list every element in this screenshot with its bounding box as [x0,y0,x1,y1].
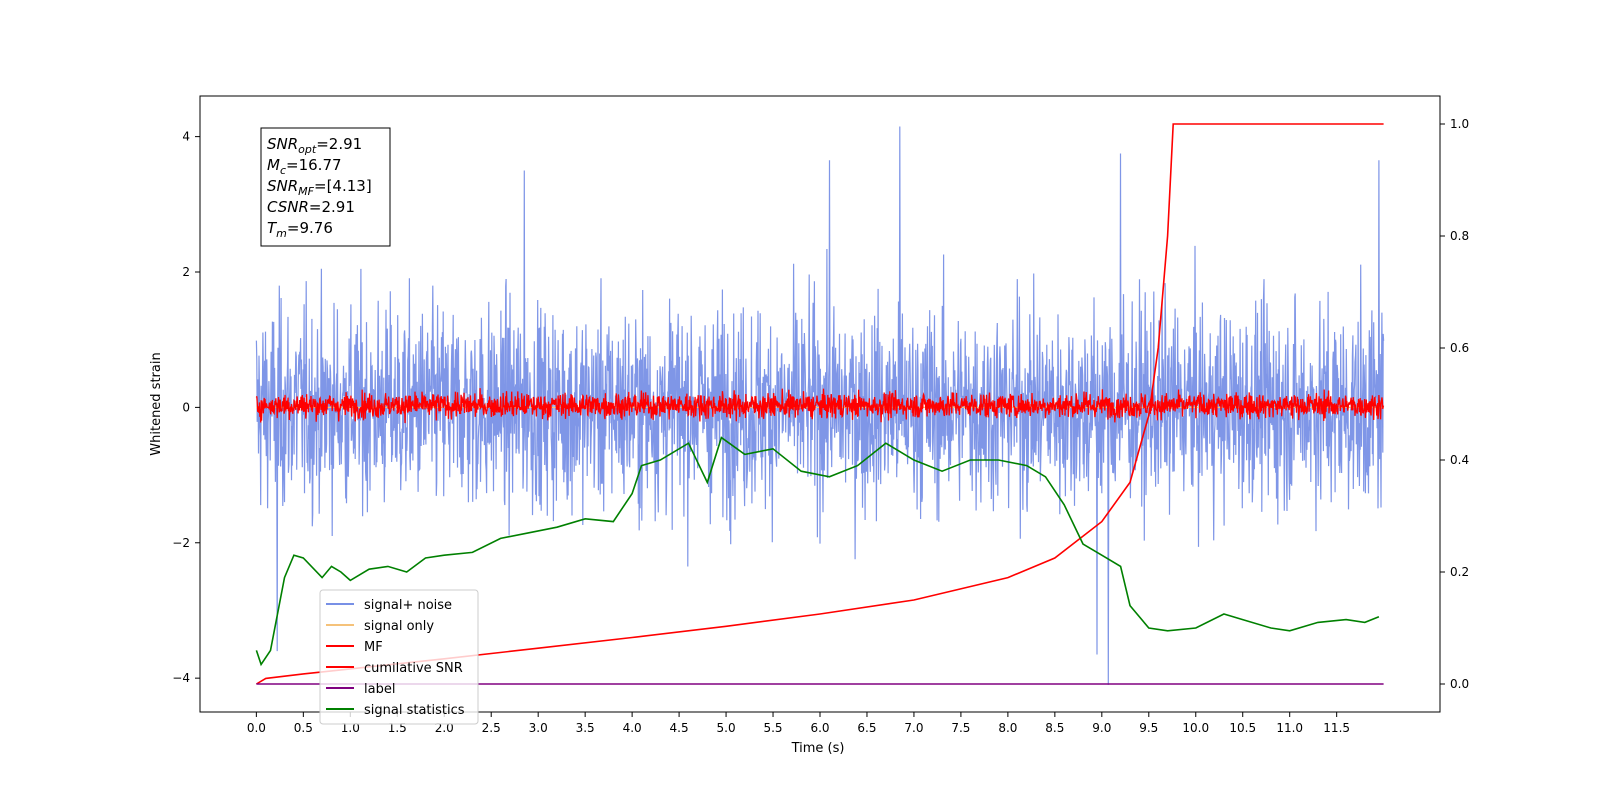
annotation-box-frame [260,127,391,247]
y-tick-label: −2 [172,536,190,550]
x-tick-label: 10.0 [1182,721,1209,735]
x-tick-label: 4.5 [670,721,689,735]
y-tick-label-right: 0.0 [1450,677,1469,691]
annotation-line: CSNR=2.91 [267,198,355,216]
annotation-line: SNRMF=[4.13] [267,177,372,198]
series-mf-line [255,388,1385,424]
annotation-line: Tm=9.76 [267,219,333,240]
x-tick-label: 11.0 [1276,721,1303,735]
y-tick-label: 2 [182,265,190,279]
x-tick-label: 8.0 [998,721,1017,735]
y-tick-label-right: 0.2 [1450,565,1469,579]
y-tick-label-right: 0.6 [1450,341,1469,355]
y-tick-label-right: 0.8 [1450,229,1469,243]
x-tick-label: 3.5 [576,721,595,735]
legend-label: signal only [364,619,434,634]
legend-label: cumilative SNR [364,661,463,676]
y-tick-label: 0 [182,400,190,414]
x-tick-label: 6.5 [857,721,876,735]
x-tick-label: 8.5 [1045,721,1064,735]
series-signal-statistics-line [255,436,1380,667]
x-tick-label: 7.5 [951,721,970,735]
x-tick-label: 5.0 [717,721,736,735]
legend-label: signal statistics [364,703,465,718]
legend-label: label [364,682,395,697]
x-tick-label: 7.0 [904,721,923,735]
x-tick-label: 6.0 [810,721,829,735]
x-tick-label: 9.5 [1139,721,1158,735]
annotation-line: SNRopt=2.91 [267,135,362,156]
annotation-box: SNRopt=2.91Mc=16.77SNRMF=[4.13]CSNR=2.91… [260,127,391,247]
y-axis-label: Whitened strain [149,352,164,455]
y-tick-label: 4 [182,130,190,144]
x-tick-label: 4.0 [623,721,642,735]
annotation-line: Mc=16.77 [267,156,342,177]
x-tick-label: 11.5 [1323,721,1350,735]
y-tick-label-right: 0.4 [1450,453,1469,467]
y-tick-label-right: 1.0 [1450,117,1469,131]
y-tick-label: −4 [172,671,190,685]
y-axis-left: −4 −2 0 2 4 [172,130,200,685]
x-tick-label: 2.5 [482,721,501,735]
x-tick-label: 3.0 [529,721,548,735]
legend-label: MF [364,640,383,655]
legend: signal+ noise signal only MF cumilative SNR… [319,589,479,725]
x-tick-label: 10.5 [1229,721,1256,735]
legend-label: signal+ noise [364,598,452,613]
x-tick-label: 0.5 [294,721,313,735]
legend-frame [319,589,479,725]
x-axis-label: Time (s) [791,741,845,756]
y-axis-right: 0.0 0.2 0.4 0.6 0.8 1.0 [1440,117,1469,691]
x-tick-label: 0.0 [247,721,266,735]
x-tick-label: 5.5 [763,721,782,735]
x-tick-label: 9.0 [1092,721,1111,735]
